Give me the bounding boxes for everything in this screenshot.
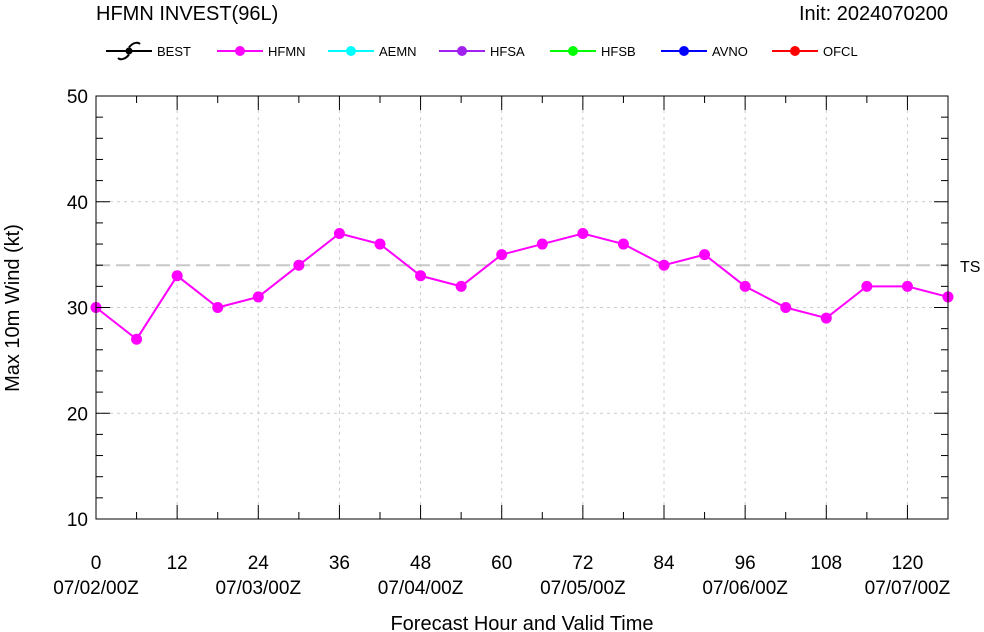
legend-label-best: BEST (157, 44, 191, 59)
x-tick-label: 36 (329, 553, 350, 574)
x-date-label: 07/03/00Z (215, 578, 301, 599)
x-tick-label: 120 (892, 553, 924, 574)
data-point (171, 270, 183, 282)
legend-marker-ofcl (790, 46, 800, 56)
x-tick-label: 84 (653, 553, 675, 574)
x-date-label: 07/07/00Z (865, 578, 951, 599)
data-point (658, 259, 670, 271)
x-tick-label: 0 (91, 553, 102, 574)
data-point (901, 280, 913, 292)
init-time: Init: 2024070200 (799, 3, 948, 25)
ts-reference-line: TS (96, 259, 980, 276)
grid (96, 96, 948, 519)
x-tick-label: 12 (167, 553, 188, 574)
data-point (333, 227, 345, 239)
legend-label-hfsb: HFSB (601, 44, 636, 59)
data-point (293, 259, 305, 271)
x-tick-label: 96 (735, 553, 756, 574)
data-point (820, 312, 832, 324)
data-point (374, 238, 386, 250)
data-point (212, 302, 224, 313)
legend-marker-hfsa (457, 46, 467, 56)
x-tick-label: 48 (410, 553, 431, 574)
legend-label-hfmn: HFMN (268, 44, 306, 59)
data-point (415, 270, 427, 282)
legend-marker-hfmn (235, 46, 245, 56)
x-date-label: 07/05/00Z (540, 578, 626, 599)
y-tick-label: 20 (67, 404, 88, 425)
data-point (861, 280, 873, 292)
legend-label-ofcl: OFCL (823, 44, 858, 59)
x-date-label: 07/06/00Z (702, 578, 788, 599)
data-point (131, 333, 143, 345)
series-layer (90, 227, 954, 345)
data-point (536, 238, 548, 250)
y-tick-label: 30 (67, 299, 88, 320)
axes: 10 20 30 40 50 0 12 24 36 48 60 72 84 96 108 120 07/02/0… (53, 87, 950, 599)
x-date-label: 07/02/00Z (53, 578, 139, 599)
legend-label-avno: AVNO (712, 44, 748, 59)
legend-label-hfsa: HFSA (490, 44, 525, 59)
series-line-hfmn (95, 232, 949, 341)
hurricane-eye (125, 47, 133, 55)
legend-label-aemn: AEMN (379, 44, 417, 59)
legend-marker-aemn (346, 46, 356, 56)
hurricane-symbol-icon (117, 41, 141, 61)
y-tick-label: 50 (67, 87, 88, 108)
data-point (496, 249, 508, 261)
legend-marker-hfsb (568, 46, 578, 56)
chart-title: HFMN INVEST(96L) (96, 3, 278, 25)
data-point (577, 227, 589, 239)
y-axis-title: Max 10m Wind (kt) (2, 224, 24, 392)
data-point (617, 238, 629, 250)
data-point (780, 302, 792, 313)
x-tick-label: 24 (248, 553, 270, 574)
legend-marker-avno (679, 46, 689, 56)
data-point (252, 291, 264, 303)
y-tick-label: 40 (67, 193, 88, 214)
x-date-label: 07/04/00Z (378, 578, 464, 599)
legend: BEST HFMN AEMN HFSA HFSB AVNO OFCL (106, 41, 858, 61)
x-axis-title: Forecast Hour and Valid Time (390, 613, 653, 632)
x-tick-label: 72 (572, 553, 593, 574)
data-point (739, 280, 751, 292)
hurricane-arm (128, 41, 141, 49)
data-point (455, 280, 467, 292)
x-tick-label: 60 (491, 553, 512, 574)
hurricane-arm (117, 53, 130, 61)
data-point (699, 249, 711, 261)
y-tick-label: 10 (67, 510, 88, 531)
ts-label: TS (960, 259, 980, 276)
x-tick-label: 108 (810, 553, 842, 574)
